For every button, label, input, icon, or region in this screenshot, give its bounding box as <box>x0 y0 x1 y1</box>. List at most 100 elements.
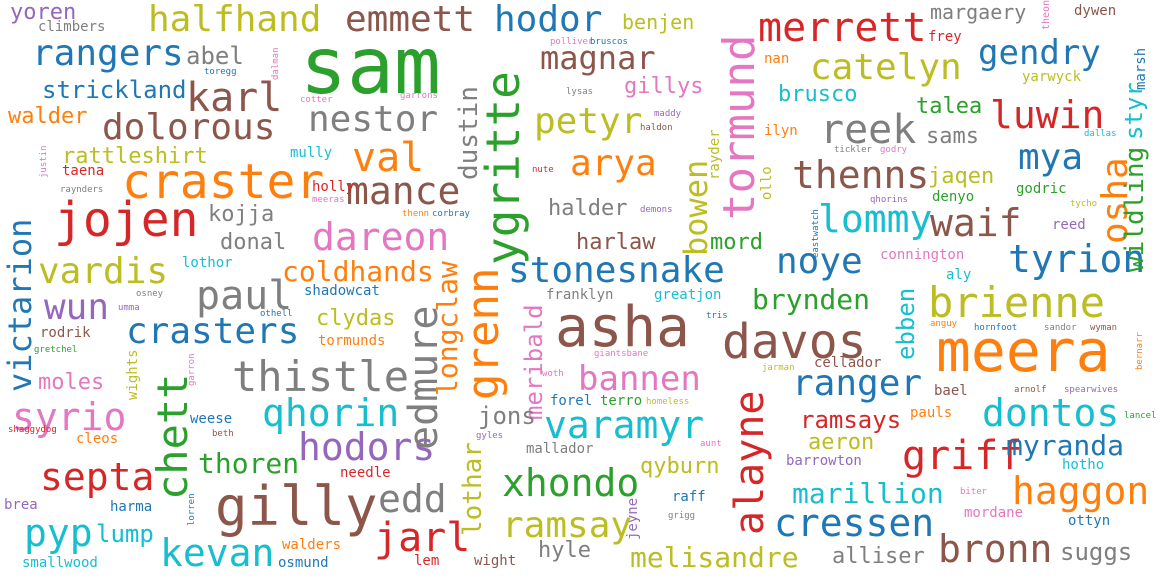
word: reed <box>1052 217 1086 233</box>
word: cellador <box>814 355 882 371</box>
word: marsh <box>1133 47 1149 90</box>
word: lorren <box>187 493 197 526</box>
word: biter <box>960 487 988 497</box>
word: maddy <box>654 109 682 119</box>
word: woth <box>542 369 564 379</box>
word: tycho <box>1070 199 1098 209</box>
word: terro <box>600 393 643 409</box>
word: strickland <box>42 76 187 104</box>
word: dallas <box>1084 129 1117 139</box>
word: needle <box>340 465 391 481</box>
word: lothor <box>182 255 233 271</box>
word: thoren <box>198 447 300 480</box>
word: hodor <box>494 0 603 40</box>
word: coldhands <box>282 255 434 288</box>
word: connington <box>880 247 965 263</box>
word: othell <box>260 309 293 319</box>
word: justin <box>39 145 49 178</box>
word: val <box>352 135 425 181</box>
word: bronn <box>938 527 1053 571</box>
word: mya <box>1018 137 1084 178</box>
word: ramsays <box>800 406 902 434</box>
word: clydas <box>316 306 396 331</box>
word: jaqen <box>928 164 995 189</box>
word: umma <box>118 303 140 313</box>
word: hodors <box>298 425 436 469</box>
word: thistle <box>232 352 410 401</box>
word: nute <box>532 165 554 175</box>
word: nestor <box>308 99 439 140</box>
word: tormunds <box>318 333 386 349</box>
word: yarwyck <box>1022 69 1082 85</box>
word: cressen <box>774 501 935 545</box>
word: syrio <box>12 395 127 439</box>
word: brusco <box>778 82 858 107</box>
word: melisandre <box>630 541 799 574</box>
word: gendry <box>978 33 1101 73</box>
word: meeras <box>312 195 345 205</box>
word: holly <box>312 179 355 195</box>
word: karl <box>186 75 283 121</box>
word: merrett <box>758 5 927 51</box>
word: jojen <box>54 192 199 248</box>
word: halder <box>548 196 628 221</box>
word: asha <box>555 295 690 360</box>
word: waif <box>930 201 1022 245</box>
word: grigg <box>668 511 696 521</box>
word: aeron <box>808 430 875 455</box>
word: gretchel <box>34 345 78 355</box>
word: taena <box>62 163 105 179</box>
word: bruscos <box>590 37 628 47</box>
word: rangers <box>32 33 184 74</box>
word: harma <box>110 499 153 515</box>
word: ranger <box>792 363 923 404</box>
word: greatjon <box>654 287 722 303</box>
word: rodrik <box>40 325 91 341</box>
word: mance <box>346 169 461 213</box>
word: wun <box>44 287 110 328</box>
word: marillion <box>792 477 944 510</box>
word: tyrion <box>1008 237 1146 281</box>
word: tris <box>706 311 728 321</box>
word: nan <box>764 51 790 67</box>
word: dalman <box>271 47 281 80</box>
word: brynden <box>752 283 871 316</box>
word: aly <box>946 267 972 283</box>
word: abel <box>186 42 244 70</box>
word: wyman <box>1090 323 1118 333</box>
word: dustin <box>454 86 484 180</box>
word: homeless <box>646 397 690 407</box>
word: garrons <box>400 91 438 101</box>
word: climbers <box>38 19 106 35</box>
word: lysas <box>566 87 594 97</box>
word: kevan <box>160 531 275 575</box>
word: brienne <box>928 278 1106 327</box>
word: polliver <box>550 37 594 47</box>
word: craster <box>122 154 325 210</box>
word: bannen <box>578 359 701 399</box>
word: mordane <box>964 505 1024 521</box>
word: halfhand <box>148 0 322 40</box>
word: franklyn <box>546 287 614 303</box>
word: ottyn <box>1068 513 1111 529</box>
word: edd <box>378 477 447 521</box>
word: ebben <box>892 287 920 360</box>
word: sandor <box>1044 323 1077 333</box>
word: shadowcat <box>304 283 380 299</box>
word: benjen <box>622 10 695 34</box>
word: jarl <box>374 515 471 561</box>
word: hotho <box>1062 457 1105 473</box>
word: gyles <box>476 431 504 441</box>
word: barrowton <box>786 453 862 469</box>
word: alayne <box>727 390 773 536</box>
word: catelyn <box>810 47 962 88</box>
word: lem <box>414 553 440 569</box>
word: cleos <box>76 431 119 447</box>
word: brea <box>4 497 38 513</box>
word: reek <box>820 107 917 153</box>
word: bael <box>934 383 968 399</box>
word: ilyn <box>764 123 798 139</box>
word: haldon <box>640 123 673 133</box>
word: noye <box>776 241 863 282</box>
